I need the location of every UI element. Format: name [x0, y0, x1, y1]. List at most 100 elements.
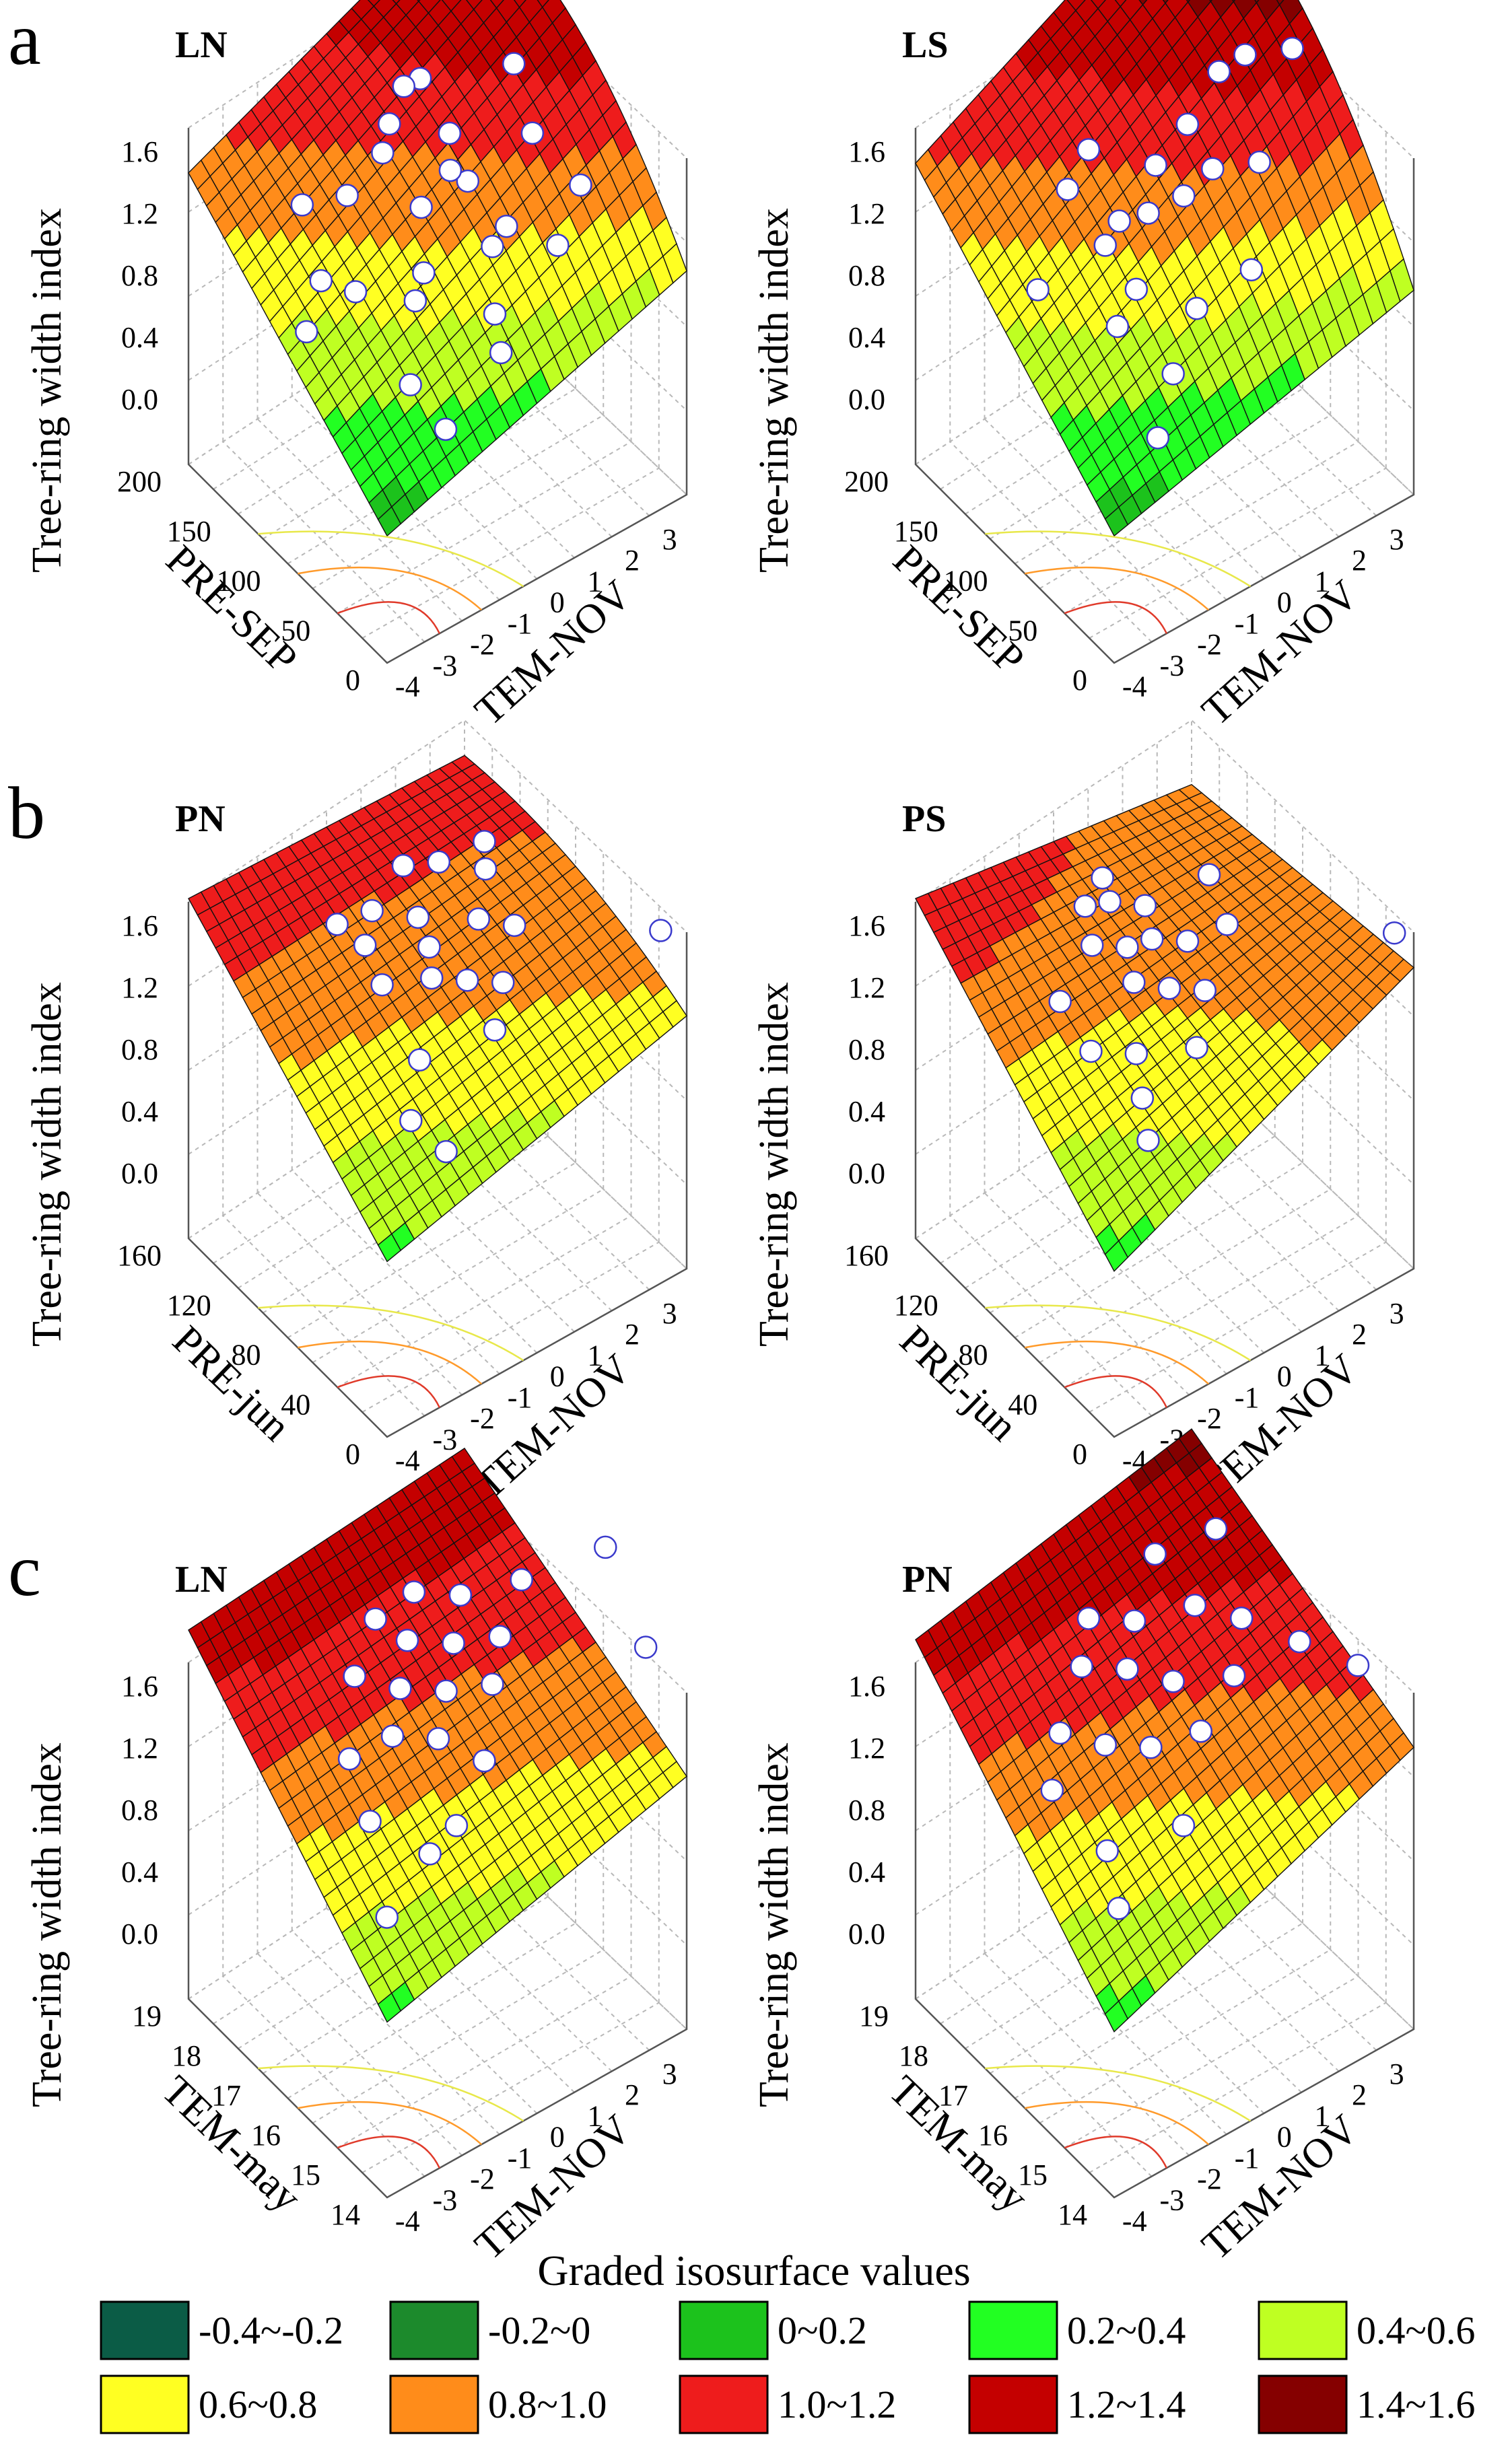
data-point	[1215, 913, 1239, 936]
x-tick-label: 160	[844, 1239, 889, 1272]
data-point	[380, 1724, 405, 1748]
data-point	[375, 1905, 399, 1929]
data-point	[1143, 1542, 1167, 1566]
data-point	[1079, 1039, 1103, 1063]
z-tick-label: 0.4	[848, 1095, 885, 1128]
x-tick-label: 80	[959, 1339, 988, 1372]
data-point	[309, 269, 333, 293]
axis-frame	[187, 1662, 688, 2199]
data-point	[502, 52, 526, 75]
data-point	[444, 1814, 469, 1837]
data-point	[546, 234, 570, 257]
data-point	[1048, 989, 1072, 1014]
data-point	[1124, 277, 1149, 302]
x-tick-label: 40	[1008, 1388, 1037, 1421]
y-tick-label: 1	[587, 565, 602, 598]
z-tick-label: 0.8	[848, 259, 885, 292]
data-point	[442, 1631, 465, 1655]
z-tick-label: 0.0	[121, 1157, 158, 1190]
y-tick-label: 3	[1390, 523, 1404, 556]
data-point	[1185, 1036, 1208, 1059]
data-point	[1172, 184, 1196, 208]
y-tick-label: -2	[470, 1402, 495, 1435]
data-point	[456, 169, 480, 193]
legend-swatch	[968, 2300, 1058, 2360]
y-tick-label: 1	[587, 2099, 602, 2132]
response-surface	[915, 1428, 1414, 2033]
data-point	[378, 112, 401, 136]
data-point	[481, 235, 504, 258]
chart-panel-b-pn: PN Tree-ring width index 1.6 1.2 0.8 0.4 0.0 16…	[24, 719, 688, 1508]
chart-panel-b-ps: PS Tree-ring width index 1.6 1.2 0.8 0.4 0.0 16…	[751, 719, 1415, 1508]
data-point	[295, 320, 318, 344]
y-tick-label: -2	[1197, 628, 1222, 661]
legend-swatch	[100, 2300, 190, 2360]
z-tick-label: 0.8	[121, 259, 158, 292]
data-point	[1080, 934, 1104, 957]
x-tick-label: 19	[859, 2000, 889, 2033]
data-point	[399, 1108, 423, 1133]
z-tick-label: 0.4	[848, 1856, 885, 1889]
y-tick-label: -1	[1235, 2142, 1260, 2175]
data-point	[1073, 894, 1097, 918]
data-point	[325, 913, 349, 936]
z-tick-label: 1.2	[848, 1732, 885, 1765]
legend-label: 1.0~1.2	[778, 2383, 896, 2426]
y-tick-label: 1	[1314, 2099, 1329, 2132]
data-point	[1207, 60, 1231, 83]
data-point	[1204, 1517, 1228, 1541]
data-point	[1201, 157, 1225, 181]
chart-panel-c-ln: LN Tree-ring width index 1.6 1.2 0.8 0.4 0.0 19…	[24, 1447, 688, 2269]
z-axis-label: Tree-ring width index	[24, 208, 70, 573]
data-point	[360, 899, 384, 923]
y-tick-label: 2	[625, 1318, 640, 1351]
z-tick-label: 1.2	[121, 971, 158, 1004]
data-point	[473, 830, 496, 853]
y-tick-label: 3	[662, 1297, 677, 1330]
data-point	[337, 1747, 362, 1771]
x-tick-label: 150	[167, 515, 211, 548]
y-tick-label: -4	[395, 2205, 420, 2238]
data-point	[483, 1018, 507, 1042]
panel-title: LN	[175, 24, 228, 66]
data-point	[483, 302, 507, 326]
data-point	[488, 1625, 512, 1648]
data-point	[418, 1842, 442, 1866]
data-point	[438, 121, 462, 145]
x-tick-label: 14	[1058, 2198, 1087, 2231]
y-tick-label: 0	[1277, 1360, 1292, 1393]
z-axis-label: Tree-ring width index	[24, 1743, 70, 2107]
y-tick-label: 1	[1314, 565, 1329, 598]
legend-label: 0.8~1.0	[488, 2383, 607, 2426]
y-tick-label: -4	[1122, 670, 1147, 703]
y-tick-label: -1	[1235, 1381, 1260, 1414]
floor-contours	[258, 2065, 524, 2169]
y-tick-label: 2	[625, 544, 640, 577]
y-tick-label: -3	[433, 2183, 458, 2216]
data-point	[426, 1727, 450, 1751]
x-tick-label: 40	[281, 1388, 310, 1421]
data-point	[1171, 1814, 1196, 1837]
y-tick-label: 0	[550, 586, 565, 619]
data-point	[1157, 977, 1181, 1000]
y-tick-label: -1	[1235, 607, 1260, 640]
observed-points	[337, 1535, 658, 1929]
data-point	[1183, 1593, 1207, 1617]
data-point	[335, 184, 359, 207]
observed-points	[290, 52, 592, 442]
axis-frame	[187, 128, 688, 664]
data-point	[1070, 1654, 1093, 1679]
data-point	[1233, 43, 1257, 67]
data-point	[502, 913, 526, 938]
floor-contours	[985, 2065, 1252, 2169]
data-point	[1093, 1733, 1118, 1757]
z-tick-label: 1.6	[848, 909, 885, 942]
data-point	[1124, 1042, 1149, 1065]
x-tick-label: 200	[844, 465, 889, 498]
data-point	[353, 934, 377, 957]
data-point	[1185, 297, 1208, 320]
legend-label: 0.2~0.4	[1067, 2309, 1186, 2352]
data-point	[1144, 153, 1167, 177]
